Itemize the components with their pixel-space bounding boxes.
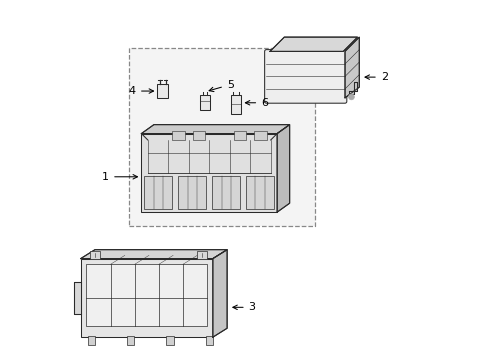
Bar <box>206 337 213 345</box>
Bar <box>178 176 206 209</box>
Bar <box>231 95 242 114</box>
Bar <box>193 131 205 140</box>
Bar <box>254 131 267 140</box>
Polygon shape <box>74 282 81 314</box>
Text: 2: 2 <box>365 72 388 82</box>
FancyBboxPatch shape <box>265 50 347 103</box>
Bar <box>212 176 241 209</box>
Polygon shape <box>142 125 290 134</box>
Bar <box>246 176 274 209</box>
Polygon shape <box>213 249 227 337</box>
Bar <box>81 258 213 337</box>
Circle shape <box>348 94 354 100</box>
Text: 3: 3 <box>233 302 256 312</box>
Bar <box>234 131 246 140</box>
Bar <box>157 84 168 98</box>
Bar <box>127 337 134 345</box>
Bar <box>144 176 172 209</box>
Text: 1: 1 <box>102 172 138 182</box>
Bar <box>90 251 100 258</box>
Bar <box>167 337 173 345</box>
Polygon shape <box>270 37 358 51</box>
Bar <box>129 48 315 226</box>
Text: 4: 4 <box>129 86 153 96</box>
Bar <box>172 131 185 140</box>
Bar <box>200 95 210 111</box>
Polygon shape <box>345 37 359 98</box>
Bar <box>86 264 207 326</box>
Bar <box>88 337 95 345</box>
Polygon shape <box>349 82 357 94</box>
Bar <box>142 134 277 212</box>
Polygon shape <box>277 125 290 212</box>
Polygon shape <box>81 249 227 258</box>
Text: 6: 6 <box>245 98 268 108</box>
Bar <box>197 251 207 258</box>
Text: 5: 5 <box>209 80 234 91</box>
